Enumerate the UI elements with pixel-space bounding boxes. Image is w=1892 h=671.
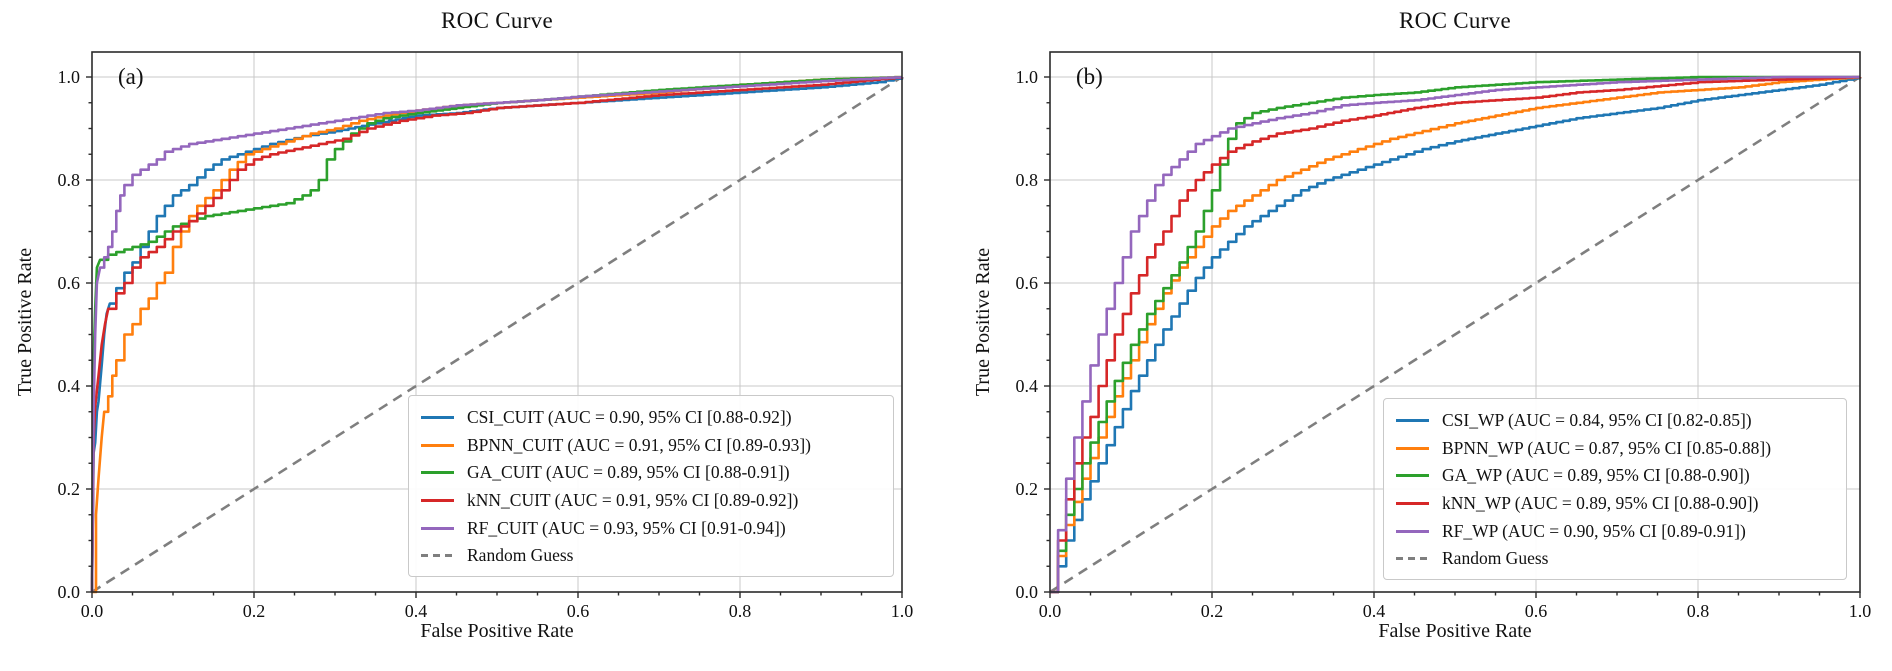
legend-line-swatch — [1396, 446, 1429, 450]
x-tick-label: 0.0 — [1039, 601, 1062, 621]
legend-label: RF_CUIT (AUC = 0.93, 95% CI [0.91-0.94]) — [467, 517, 786, 538]
legend-label: CSI_CUIT (AUC = 0.90, 95% CI [0.88-0.92]… — [467, 407, 792, 428]
legend-item-BPNN_CUIT: BPNN_CUIT (AUC = 0.91, 95% CI [0.89-0.93… — [421, 432, 881, 460]
x-tick-label: 0.6 — [567, 601, 590, 621]
y-tick-label: 0.8 — [58, 170, 81, 190]
y-tick-label: 0.4 — [1016, 376, 1039, 396]
y-axis-label-a: True Positive Rate — [14, 247, 36, 397]
legend-item-kNN_CUIT: kNN_CUIT (AUC = 0.91, 95% CI [0.89-0.92]… — [421, 487, 881, 515]
y-tick-label: 0.2 — [58, 479, 81, 499]
legend-item-BPNN_WP: BPNN_WP (AUC = 0.87, 95% CI [0.85-0.88]) — [1396, 435, 1834, 463]
roc-curve-RF_CUIT — [90, 76, 904, 593]
legend-label: Random Guess — [467, 545, 574, 566]
x-tick-label: 0.0 — [81, 601, 104, 621]
legend-item-GA_WP: GA_WP (AUC = 0.89, 95% CI [0.88-0.90]) — [1396, 462, 1834, 490]
legend-a: CSI_CUIT (AUC = 0.90, 95% CI [0.88-0.92]… — [408, 395, 894, 577]
y-tick-label: 0.0 — [58, 582, 81, 602]
legend-line-swatch — [421, 499, 454, 503]
legend-line-swatch — [421, 526, 454, 530]
x-tick-label: 0.4 — [1363, 601, 1386, 621]
roc-curve-GA_WP — [1050, 75, 1860, 594]
legend-label: kNN_CUIT (AUC = 0.91, 95% CI [0.89-0.92]… — [467, 490, 799, 511]
roc-curve-RF_WP — [1050, 75, 1860, 594]
legend-item-CSI_CUIT: CSI_CUIT (AUC = 0.90, 95% CI [0.88-0.92]… — [421, 404, 881, 432]
y-axis-label-b: True Positive Rate — [972, 247, 994, 397]
y-tick-label: 1.0 — [1016, 67, 1039, 87]
random-guess-line — [1049, 75, 1861, 594]
y-tick-label: 1.0 — [58, 67, 81, 87]
legend-item-kNN_WP: kNN_WP (AUC = 0.89, 95% CI [0.88-0.90]) — [1396, 490, 1834, 518]
legend-label: RF_WP (AUC = 0.90, 95% CI [0.89-0.91]) — [1442, 520, 1746, 541]
legend-label: GA_WP (AUC = 0.89, 95% CI [0.88-0.90]) — [1442, 465, 1750, 486]
y-tick-label: 0.2 — [1016, 479, 1039, 499]
legend-line-swatch — [421, 471, 454, 475]
legend-item-RF_WP: RF_WP (AUC = 0.90, 95% CI [0.89-0.91]) — [1396, 517, 1834, 545]
roc-curve-BPNN_WP — [1050, 76, 1862, 594]
x-tick-label: 0.6 — [1525, 601, 1548, 621]
x-tick-label: 1.0 — [891, 601, 914, 621]
legend-label: BPNN_WP (AUC = 0.87, 95% CI [0.85-0.88]) — [1442, 437, 1772, 458]
legend-line-swatch — [1396, 474, 1429, 478]
legend-line-swatch — [1396, 419, 1429, 423]
y-tick-label: 0.6 — [58, 273, 81, 293]
legend-dashed-swatch — [421, 554, 454, 558]
legend-label: CSI_WP (AUC = 0.84, 95% CI [0.82-0.85]) — [1442, 410, 1752, 431]
roc-curve-kNN_CUIT — [90, 76, 904, 593]
legend-label: Random Guess — [1442, 548, 1549, 569]
x-axis-label-a: False Positive Rate — [420, 620, 574, 642]
y-tick-label: 0.6 — [1016, 273, 1039, 293]
legend-line-swatch — [1396, 529, 1429, 533]
legend-label: BPNN_CUIT (AUC = 0.91, 95% CI [0.89-0.93… — [467, 434, 811, 455]
x-tick-label: 0.4 — [405, 601, 428, 621]
legend-dashed-swatch — [1396, 557, 1429, 561]
legend-label: GA_CUIT (AUC = 0.89, 95% CI [0.88-0.91]) — [467, 462, 790, 483]
roc-curve-CSI_WP — [1050, 77, 1862, 594]
legend-item-RF_CUIT: RF_CUIT (AUC = 0.93, 95% CI [0.91-0.94]) — [421, 514, 881, 542]
legend-label: kNN_WP (AUC = 0.89, 95% CI [0.88-0.90]) — [1442, 493, 1759, 514]
legend-line-swatch — [1396, 502, 1429, 506]
y-tick-label: 0.0 — [1016, 582, 1039, 602]
legend-line-swatch — [421, 443, 454, 447]
x-tick-label: 0.8 — [1687, 601, 1710, 621]
panel-label-b: (b) — [1076, 64, 1103, 89]
x-axis-label-b: False Positive Rate — [1378, 620, 1532, 642]
y-tick-label: 0.8 — [1016, 170, 1039, 190]
x-tick-label: 1.0 — [1849, 601, 1872, 621]
x-tick-label: 0.8 — [729, 601, 752, 621]
plot-title-a: ROC Curve — [441, 8, 553, 33]
y-tick-label: 0.4 — [58, 376, 81, 396]
x-tick-label: 0.2 — [243, 601, 266, 621]
x-tick-label: 0.2 — [1201, 601, 1224, 621]
panel-label-a: (a) — [118, 64, 144, 89]
legend-item-Random Guess: Random Guess — [1396, 545, 1834, 573]
legend-line-swatch — [421, 416, 454, 420]
random-guess-line — [91, 75, 903, 594]
legend-item-CSI_WP: CSI_WP (AUC = 0.84, 95% CI [0.82-0.85]) — [1396, 407, 1834, 435]
plot-title-b: ROC Curve — [1399, 8, 1511, 33]
roc-curve-kNN_WP — [1050, 75, 1862, 594]
legend-item-Random Guess: Random Guess — [421, 542, 881, 570]
legend-b: CSI_WP (AUC = 0.84, 95% CI [0.82-0.85]) B… — [1383, 398, 1847, 580]
legend-item-GA_CUIT: GA_CUIT (AUC = 0.89, 95% CI [0.88-0.91]) — [421, 459, 881, 487]
